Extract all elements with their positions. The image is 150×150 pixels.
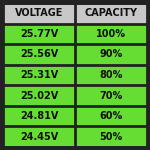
Bar xyxy=(75,106,147,126)
Text: 24.45V: 24.45V xyxy=(20,132,58,142)
Text: CAPACITY: CAPACITY xyxy=(84,8,138,18)
Text: 90%: 90% xyxy=(99,50,123,59)
Bar xyxy=(75,24,147,44)
Text: 100%: 100% xyxy=(96,29,126,39)
Text: 25.77V: 25.77V xyxy=(20,29,58,39)
Text: 50%: 50% xyxy=(99,132,123,142)
Bar xyxy=(3,126,75,147)
Text: 80%: 80% xyxy=(99,70,123,80)
Bar xyxy=(3,85,75,106)
Bar xyxy=(75,85,147,106)
Text: 25.02V: 25.02V xyxy=(20,91,58,100)
Bar xyxy=(3,65,75,85)
Bar xyxy=(3,24,75,44)
Text: 25.31V: 25.31V xyxy=(20,70,58,80)
Bar xyxy=(75,65,147,85)
Bar xyxy=(3,106,75,126)
Text: VOLTAGE: VOLTAGE xyxy=(15,8,63,18)
Bar xyxy=(75,3,147,24)
Text: 24.81V: 24.81V xyxy=(20,111,58,121)
Bar xyxy=(3,3,75,24)
Bar xyxy=(3,44,75,65)
Text: 25.56V: 25.56V xyxy=(20,50,58,59)
Text: 70%: 70% xyxy=(99,91,123,100)
Bar xyxy=(75,44,147,65)
Bar xyxy=(75,126,147,147)
Text: 60%: 60% xyxy=(99,111,123,121)
